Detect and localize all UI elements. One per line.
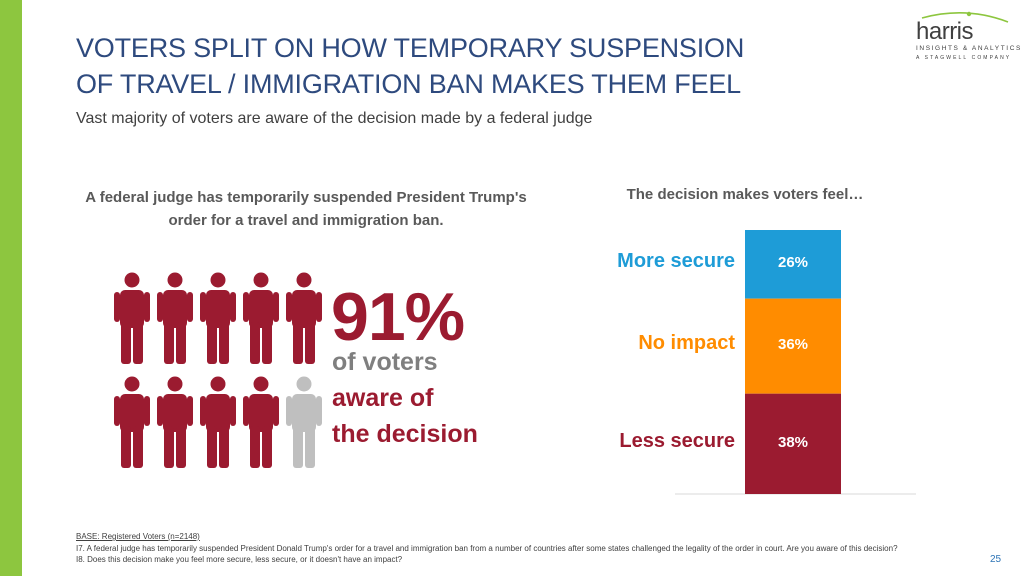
accent-bar <box>0 0 22 576</box>
logo-wordmark: harris <box>916 18 974 45</box>
title-line-1: VOTERS SPLIT ON HOW TEMPORARY SUSPENSION <box>76 33 745 63</box>
person-icon-aware <box>155 272 195 364</box>
person-icon-aware <box>241 272 281 364</box>
left-heading: A federal judge has temporarily suspende… <box>85 189 527 229</box>
category-label: Less secure <box>619 429 735 452</box>
person-icon-aware <box>241 376 281 468</box>
value-label: 26% <box>777 254 809 272</box>
bar-segment-no-impact <box>745 298 841 394</box>
title-line-2: OF TRAVEL / IMMIGRATION BAN MAKES THEM F… <box>76 69 742 99</box>
person-icon-aware <box>198 376 238 468</box>
page-title: VOTERS SPLIT ON HOW TEMPORARY SUSPENSION… <box>76 30 836 102</box>
person-icon-unaware <box>284 376 324 468</box>
value-label: 36% <box>777 336 809 354</box>
footnotes: BASE: Registered Voters (n=2148) I7. A f… <box>76 531 898 566</box>
logo-company: A STAGWELL COMPANY <box>916 55 1012 61</box>
logo-tagline: INSIGHTS & ANALYTICS <box>916 45 1022 52</box>
page-number: 25 <box>990 554 1002 565</box>
footnote-base: BASE: Registered Voters (n=2148) <box>76 532 200 541</box>
footnote-q2: I8. Does this decision make you feel mor… <box>76 555 403 564</box>
category-label: No impact <box>638 332 735 355</box>
person-icon-aware <box>155 376 195 468</box>
aware-percent: 91% <box>331 279 465 355</box>
person-icon-aware <box>112 376 152 468</box>
page-subtitle: Vast majority of voters are aware of the… <box>76 110 593 127</box>
value-label: 38% <box>777 433 809 451</box>
person-icon-aware <box>198 272 238 364</box>
person-icon-aware <box>112 272 152 364</box>
person-icon-aware <box>284 272 324 364</box>
bar-segment-less-secure <box>745 393 841 494</box>
people-pictogram <box>112 272 324 468</box>
bar-segment-more-secure <box>745 230 841 299</box>
logo-swoosh-icon <box>921 11 1009 23</box>
footnote-q1: I7. A federal judge has temporarily susp… <box>76 543 898 553</box>
harris-logo: harris INSIGHTS & ANALYTICS A STAGWELL C… <box>916 8 1020 64</box>
chart-svg <box>675 230 916 495</box>
stat-line-3: the decision <box>332 420 478 448</box>
stat-line-2: aware of <box>332 384 434 412</box>
category-label: More secure <box>617 250 735 273</box>
stacked-bar-chart: 26% More secure 36% No impact 38% Less secure <box>580 222 920 502</box>
chart-title: The decision makes voters feel… <box>626 186 864 203</box>
stat-line-1: of voters <box>332 348 438 376</box>
